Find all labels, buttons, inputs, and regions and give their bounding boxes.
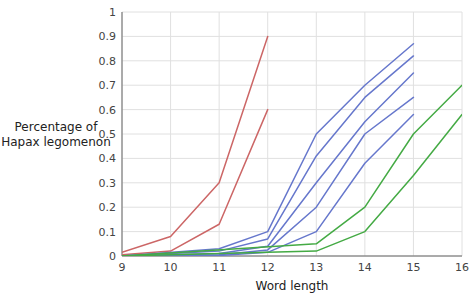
y-tick-label: 0.3 — [99, 177, 117, 190]
x-tick-label: 11 — [212, 261, 226, 274]
x-tick-label: 16 — [455, 261, 469, 274]
y-tick-label: 0 — [109, 250, 116, 263]
series-line — [122, 97, 413, 256]
y-tick-label: 0.4 — [99, 152, 117, 165]
series-line — [122, 73, 413, 256]
grid-line — [122, 109, 462, 110]
grid-line — [122, 134, 462, 135]
grid-line — [122, 231, 462, 232]
chart: 91011121314151600.10.20.30.40.50.60.70.8… — [0, 0, 474, 301]
y-tick-label: 0.8 — [99, 55, 117, 68]
y-tick-label: 1 — [109, 6, 116, 19]
grid-line — [122, 158, 462, 159]
x-tick-label: 10 — [164, 261, 178, 274]
y-tick-label: 0.7 — [99, 79, 117, 92]
grid-line — [122, 12, 462, 13]
series-line — [122, 110, 268, 255]
lines — [122, 36, 462, 256]
series-line — [122, 44, 413, 256]
grid-line — [122, 60, 462, 61]
series-line — [122, 85, 462, 256]
chart-container: 91011121314151600.10.20.30.40.50.60.70.8… — [0, 0, 474, 301]
y-tick-label: 0.6 — [99, 104, 117, 117]
ticks: 91011121314151600.10.20.30.40.50.60.70.8… — [99, 6, 470, 274]
grid-line — [122, 207, 462, 208]
x-tick-label: 9 — [119, 261, 126, 274]
grid-line — [122, 85, 462, 86]
series-line — [122, 114, 462, 256]
grid-line — [122, 12, 123, 256]
series-line — [122, 36, 268, 252]
y-axis-label: Percentage ofHapax legomenon — [1, 120, 111, 149]
x-tick-label: 12 — [261, 261, 275, 274]
grid-line — [122, 36, 462, 37]
x-tick-label: 13 — [309, 261, 323, 274]
grid — [122, 12, 462, 256]
y-tick-label: 0.2 — [99, 201, 117, 214]
x-tick-label: 14 — [358, 261, 372, 274]
x-tick-label: 15 — [406, 261, 420, 274]
series-line — [122, 114, 413, 256]
x-axis-label: Word length — [256, 279, 329, 293]
y-tick-label: 0.1 — [99, 226, 117, 239]
y-axis — [122, 12, 123, 256]
y-tick-label: 0.9 — [99, 30, 117, 43]
